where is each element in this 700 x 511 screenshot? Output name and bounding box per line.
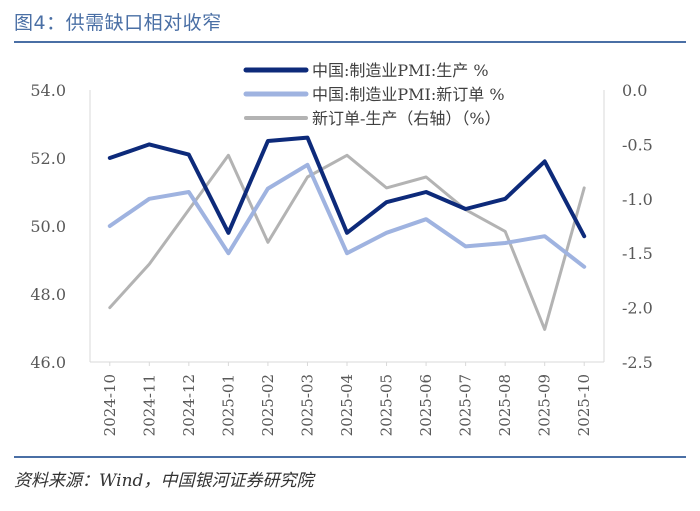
right-tick-label: -2.0 [622,299,653,318]
left-tick-label: 46.0 [30,353,66,372]
x-tick-label: 2025-05 [378,374,396,436]
x-tick-label: 2024-11 [140,374,158,436]
x-tick-label: 2025-07 [457,374,475,436]
x-tick-label: 2024-12 [180,374,198,436]
title-rule [14,41,686,43]
right-tick-label: -0.5 [622,135,653,154]
x-tick-label: 2025-04 [338,374,356,436]
x-tick-label: 2025-06 [417,374,435,436]
x-tick-label: 2025-08 [496,374,514,436]
right-tick-label: 0.0 [622,81,647,100]
legend: 中国:制造业PMI:生产 % 中国:制造业PMI:新订单 % 新订单-生产（右轴）（… [243,61,505,128]
plot-frame [89,90,605,363]
left-tick-label: 52.0 [30,149,66,168]
left-axis-ticks: 54.0 52.0 50.0 48.0 46.0 [30,81,66,372]
x-tick-label: 2025-03 [298,374,316,436]
x-tick-label: 2025-10 [575,374,593,436]
left-tick-label: 50.0 [30,217,66,236]
series-line-2 [107,162,587,269]
right-tick-label: -1.0 [622,190,653,209]
series-line-1 [107,135,587,239]
x-axis-ticks: 2024-10 2024-11 2024-12 2025-01 2025-02 2025-… [101,362,593,436]
x-tick-label: 2025-02 [259,374,277,436]
source-note: 资料来源：Wind，中国银河证券研究院 [14,471,314,491]
legend-label: 中国:制造业PMI:新订单 % [312,85,505,104]
left-tick-label: 54.0 [30,81,66,100]
legend-label: 中国:制造业PMI:生产 % [312,61,489,80]
right-tick-label: -2.5 [622,353,653,372]
x-tick-label: 2024-10 [101,374,119,436]
left-tick-label: 48.0 [30,285,66,304]
series-line-3 [108,153,586,331]
figure-title: 图4：供需缺口相对收窄 [14,12,222,34]
right-axis-ticks: 0.0 -0.5 -1.0 -1.5 -2.0 -2.5 [622,81,653,372]
legend-label: 新订单-生产（右轴）（%） [312,109,501,128]
series-lines [107,135,587,331]
right-tick-label: -1.5 [622,244,653,263]
x-tick-label: 2025-01 [219,374,237,436]
x-tick-label: 2025-09 [536,374,554,436]
source-rule [14,456,686,458]
